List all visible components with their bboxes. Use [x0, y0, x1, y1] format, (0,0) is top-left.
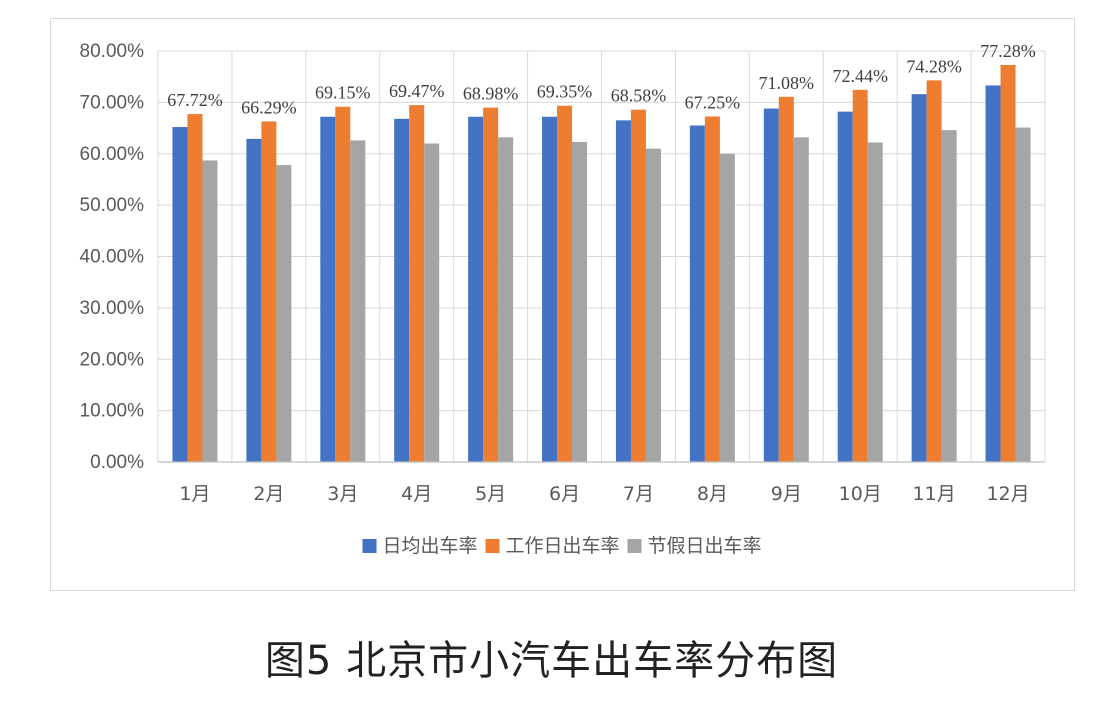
legend-item-label: 节假日出车率	[648, 535, 762, 557]
y-tick-label: 50.00%	[80, 195, 145, 216]
x-tick-label: 10月	[839, 483, 882, 505]
data-label: 77.28%	[980, 41, 1036, 61]
y-tick-label: 60.00%	[80, 144, 145, 165]
bar-holiday	[941, 130, 957, 462]
data-label: 69.47%	[389, 81, 445, 101]
bar-holiday	[276, 165, 292, 463]
y-tick-label: 10.00%	[80, 401, 145, 422]
bar-daily-avg	[985, 85, 1001, 462]
legend-item-label: 日均出车率	[383, 535, 478, 557]
bar-daily-avg	[394, 118, 410, 462]
bar-workday	[187, 114, 203, 462]
y-tick-label: 20.00%	[80, 349, 145, 370]
x-tick-label: 1月	[179, 483, 210, 505]
bar-workday	[852, 89, 868, 462]
bar-workday	[409, 105, 425, 463]
bar-holiday	[1015, 127, 1031, 462]
x-tick-label: 11月	[913, 483, 956, 505]
data-label: 69.35%	[537, 82, 593, 102]
data-label: 67.72%	[167, 90, 223, 110]
legend-item-label: 工作日出车率	[506, 535, 620, 557]
figure-caption: 图5 北京市小汽车出车率分布图	[264, 638, 839, 684]
bar-holiday	[867, 142, 883, 462]
y-tick-label: 70.00%	[80, 92, 145, 113]
bar-workday	[557, 105, 573, 462]
y-tick-label: 80.00%	[80, 41, 145, 62]
x-tick-label: 4月	[401, 483, 432, 505]
data-label: 72.44%	[832, 66, 888, 86]
bar-workday	[630, 109, 646, 462]
chart-frame: 0.00% 10.00% 20.00% 30.00% 40.00% 50.00% 60.00…	[50, 18, 1075, 591]
bar-holiday	[350, 140, 366, 462]
bar-holiday	[572, 141, 588, 462]
x-tick-label: 7月	[623, 483, 654, 505]
bar-workday	[335, 106, 351, 462]
legend-swatch	[485, 539, 500, 553]
bar-workday	[261, 121, 277, 463]
bar-workday	[1000, 64, 1016, 462]
bar-daily-avg	[615, 120, 631, 462]
bar-holiday	[202, 160, 218, 462]
x-tick-label: 8月	[697, 483, 728, 505]
x-tick-label: 2月	[253, 483, 284, 505]
bar-workday	[483, 107, 499, 463]
data-label: 71.08%	[759, 73, 815, 93]
bar-holiday	[793, 137, 809, 462]
bar-holiday	[645, 148, 661, 463]
bar-workday	[926, 80, 942, 462]
bar-holiday	[424, 143, 440, 462]
x-tick-label: 5月	[475, 483, 506, 505]
bar-daily-avg	[689, 125, 705, 463]
bar-chart: 0.00% 10.00% 20.00% 30.00% 40.00% 50.00% 60.00…	[80, 41, 1046, 557]
x-tick-label: 6月	[549, 483, 580, 505]
bar-holiday	[719, 153, 735, 462]
bar-daily-avg	[246, 138, 262, 462]
bar-daily-avg	[542, 116, 558, 462]
bar-daily-avg	[172, 127, 188, 462]
data-label: 69.15%	[315, 83, 371, 103]
data-label: 68.98%	[463, 84, 519, 104]
legend-swatch	[627, 539, 642, 553]
y-tick-label: 40.00%	[80, 247, 145, 268]
bar-holiday	[498, 137, 514, 462]
data-label: 67.25%	[685, 93, 741, 113]
x-tick-label: 9月	[771, 483, 802, 505]
bar-daily-avg	[911, 94, 927, 462]
y-tick-label: 0.00%	[90, 452, 144, 473]
bar-daily-avg	[837, 111, 853, 462]
bar-workday	[778, 96, 794, 462]
bar-daily-avg	[468, 116, 484, 462]
y-tick-label: 30.00%	[80, 298, 145, 319]
x-tick-label: 12月	[986, 483, 1029, 505]
bar-daily-avg	[763, 108, 779, 462]
bar-daily-avg	[320, 116, 336, 462]
x-tick-label: 3月	[327, 483, 358, 505]
data-label: 68.58%	[611, 86, 667, 106]
data-label: 66.29%	[241, 97, 297, 117]
legend-swatch	[362, 539, 377, 553]
data-label: 74.28%	[906, 56, 962, 76]
bar-workday	[704, 116, 720, 463]
